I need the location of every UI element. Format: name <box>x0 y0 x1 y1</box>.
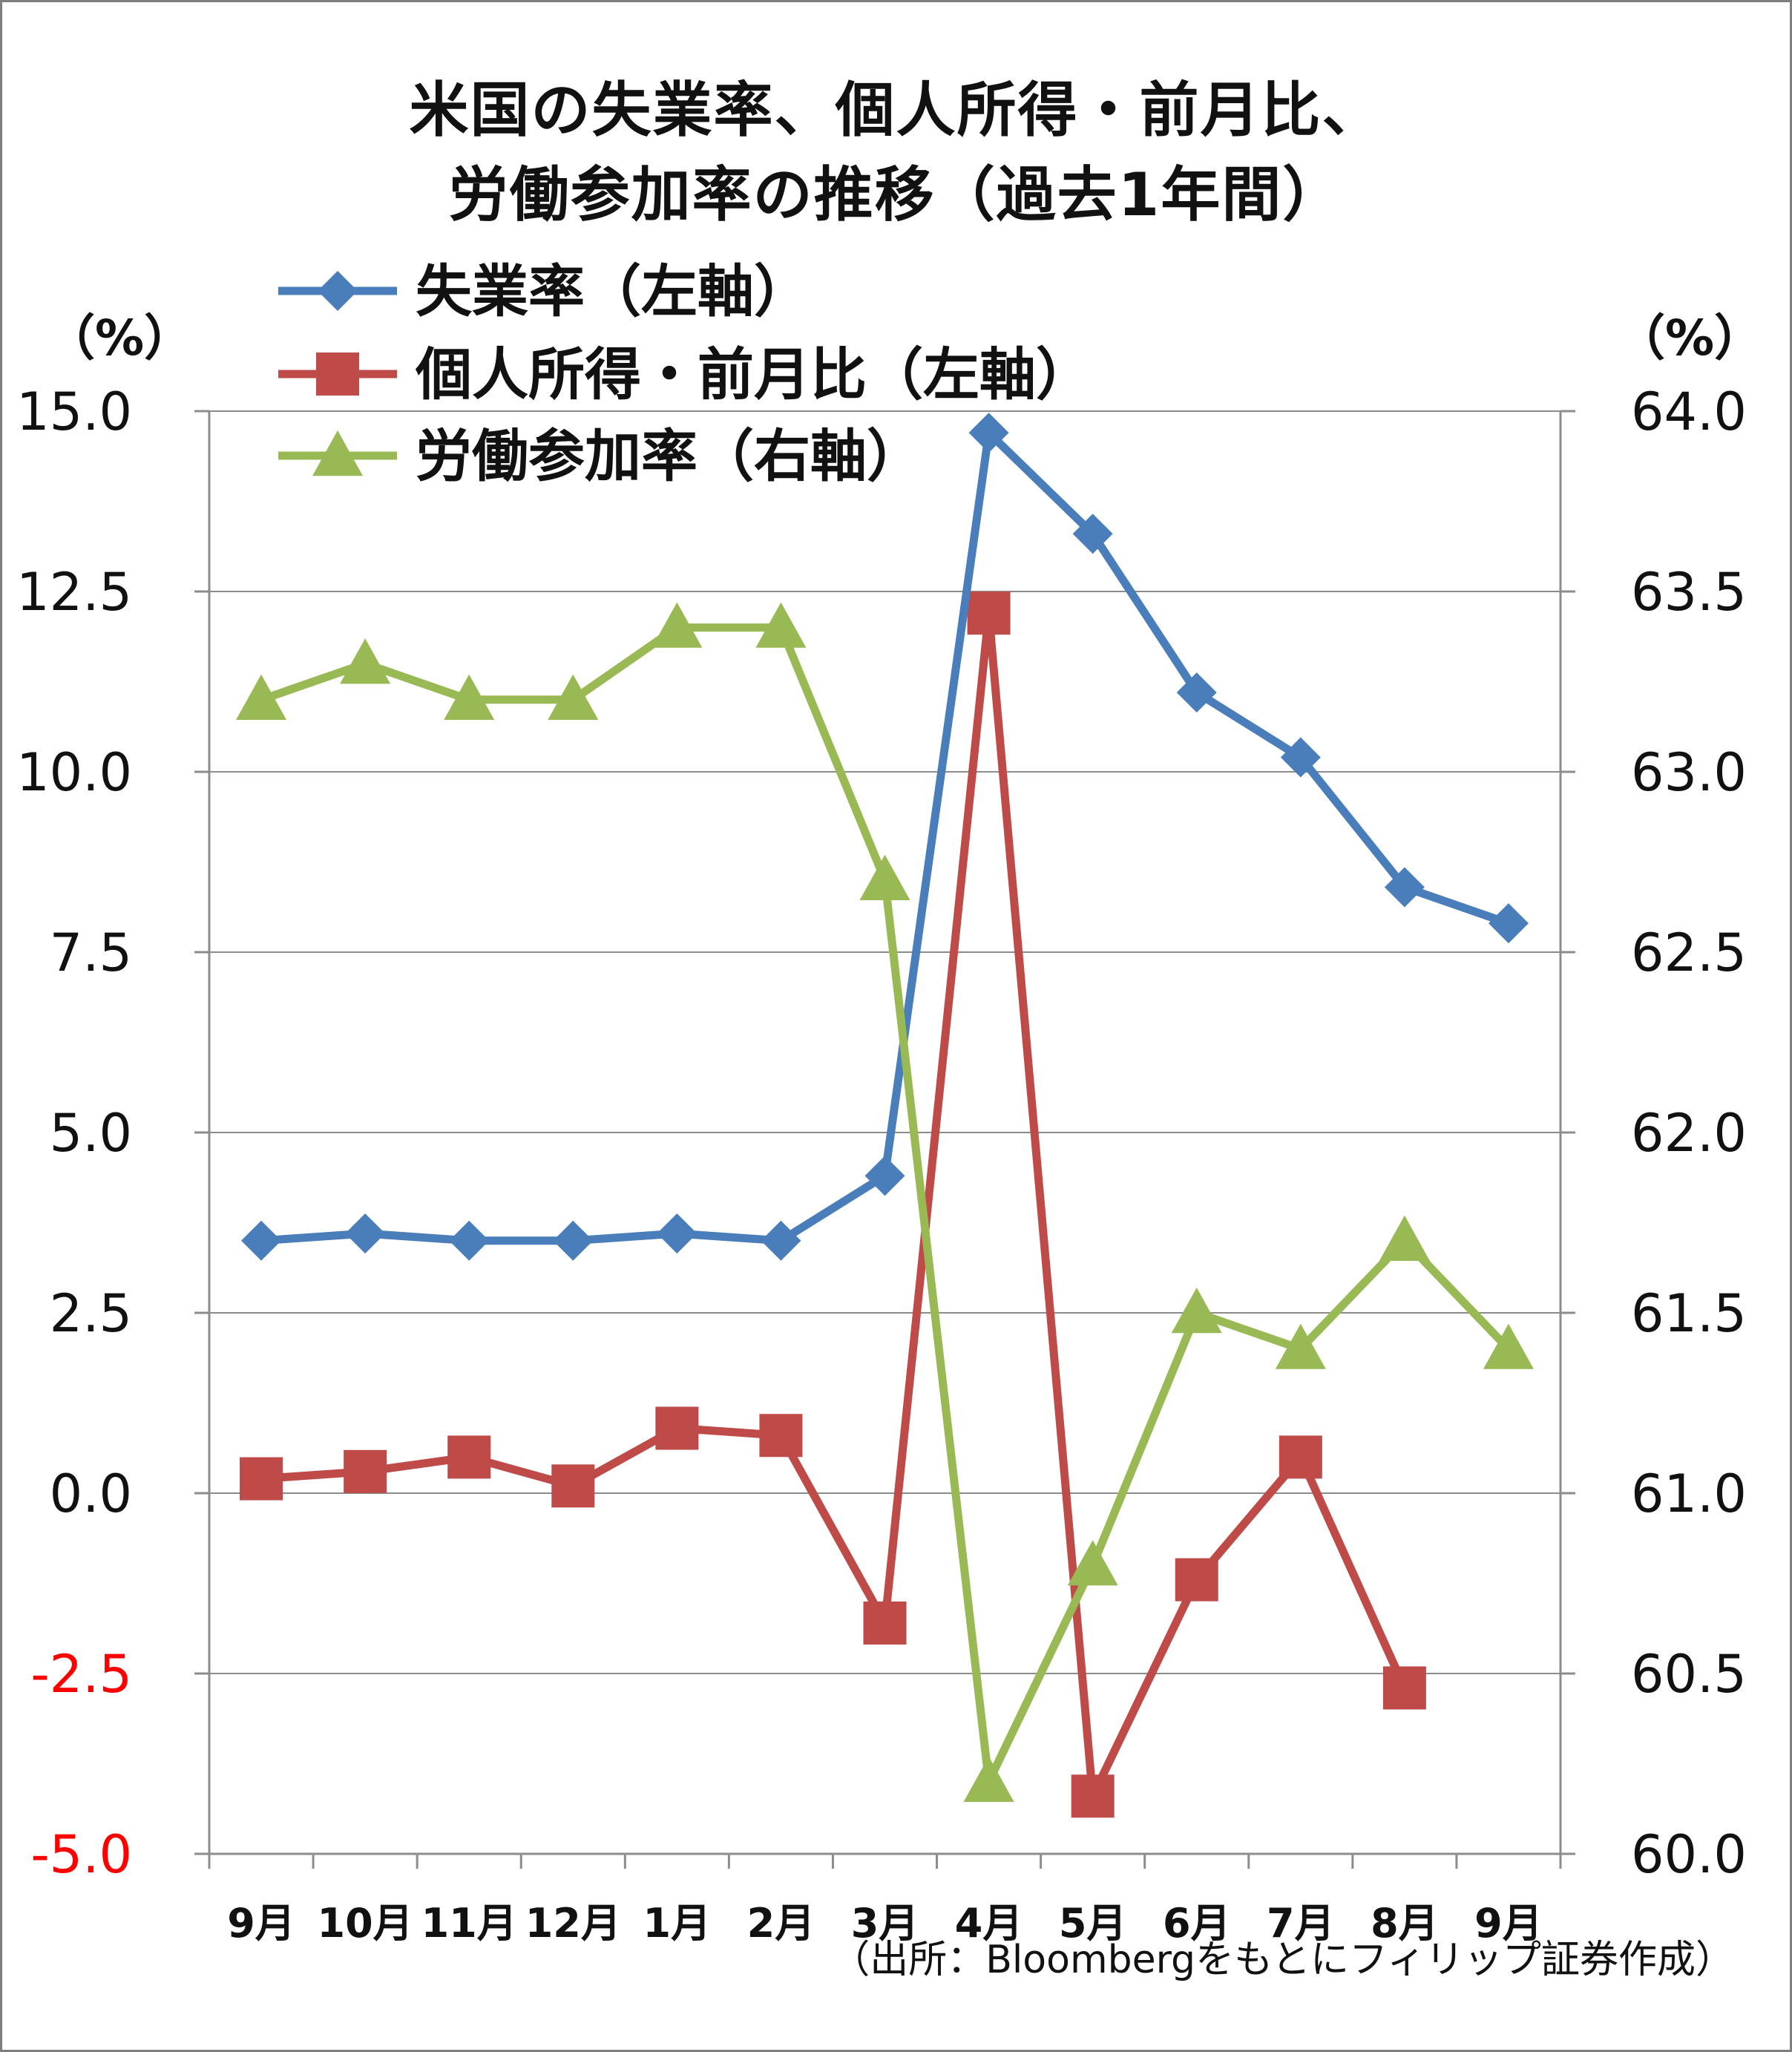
x-tick-label: 2月 <box>747 1900 815 1947</box>
right-tick-label: 61.0 <box>1631 1463 1747 1524</box>
right-tick-label: 61.5 <box>1631 1283 1747 1344</box>
data-point-diamond <box>553 1220 594 1261</box>
x-tick-label: 5月 <box>1059 1900 1127 1947</box>
legend-label: 労働参加率（右軸） <box>416 423 923 489</box>
right-tick-label: 62.0 <box>1631 1103 1747 1164</box>
legend-label: 失業率（左軸） <box>416 258 810 324</box>
data-point-triangle <box>444 674 495 720</box>
right-tick-label: 60.5 <box>1631 1644 1747 1705</box>
data-point-triangle <box>859 854 910 900</box>
left-tick-label: 10.0 <box>16 742 132 803</box>
data-point-diamond <box>449 1220 490 1261</box>
left-tick-label: 2.5 <box>50 1283 132 1344</box>
x-tick-label: 6月 <box>1163 1900 1231 1947</box>
right-axis-unit: （%） <box>1616 309 1764 367</box>
data-point-triangle <box>1171 1288 1222 1334</box>
left-axis-unit: （%） <box>46 309 194 367</box>
x-tick-label: 7月 <box>1267 1900 1335 1947</box>
x-tick-label: 9月 <box>227 1900 295 1947</box>
data-point-triangle <box>548 674 599 720</box>
data-point-square <box>759 1414 803 1458</box>
data-point-square <box>967 591 1011 635</box>
data-point-square <box>655 1406 699 1450</box>
left-tick-label: 15.0 <box>16 381 132 442</box>
left-tick-label: 5.0 <box>50 1103 132 1164</box>
right-tick-label: 62.5 <box>1631 922 1747 983</box>
data-point-diamond <box>864 1156 905 1196</box>
data-point-square <box>240 1457 283 1501</box>
data-point-triangle <box>1067 1540 1118 1586</box>
data-point-triangle <box>652 602 703 648</box>
data-point-diamond <box>1384 867 1425 908</box>
data-point-diamond <box>1488 903 1529 944</box>
data-point-diamond <box>657 1213 698 1254</box>
data-point-triangle <box>1379 1215 1430 1261</box>
left-tick-label: 0.0 <box>50 1463 132 1524</box>
chart-title-line-1: 米国の失業率、個人所得・前月比、 <box>409 76 1383 145</box>
left-tick-label: -5.0 <box>30 1824 132 1885</box>
data-point-square <box>551 1464 595 1508</box>
data-point-triangle <box>1275 1323 1326 1369</box>
data-point-diamond <box>345 1213 386 1254</box>
data-point-triangle <box>755 602 807 648</box>
left-tick-label: -2.5 <box>30 1644 132 1705</box>
left-tick-label: 12.5 <box>16 562 132 623</box>
data-point-triangle <box>340 638 391 684</box>
x-tick-label: 12月 <box>525 1900 621 1947</box>
data-point-triangle <box>1483 1323 1534 1369</box>
x-tick-label: 4月 <box>955 1900 1023 1947</box>
x-tick-label: 8月 <box>1371 1900 1439 1947</box>
right-tick-label: 60.0 <box>1631 1824 1747 1885</box>
data-point-square <box>1382 1666 1426 1710</box>
x-tick-label: 9月 <box>1474 1900 1543 1947</box>
legend-label: 個人所得・前月比（左軸） <box>415 341 1092 407</box>
data-point-diamond <box>1280 737 1321 778</box>
data-point-square <box>1175 1558 1218 1602</box>
series-line-diamond <box>260 428 1510 1245</box>
data-point-square <box>863 1601 907 1645</box>
data-point-square <box>1071 1774 1115 1818</box>
data-point-diamond <box>968 413 1009 453</box>
data-point-diamond <box>761 1220 801 1261</box>
data-point-diamond <box>241 1220 282 1261</box>
data-point-diamond <box>1176 672 1217 713</box>
data-point-triangle <box>236 674 287 720</box>
x-tick-label: 11月 <box>421 1900 517 1947</box>
right-tick-label: 63.5 <box>1631 562 1747 623</box>
right-tick-label: 64.0 <box>1631 381 1747 442</box>
data-point-square <box>447 1435 491 1479</box>
source-note: （出所：Bloombergをもとにフィリップ証券作成） <box>831 1938 1734 1982</box>
legend-marker-square <box>316 353 359 396</box>
data-point-square <box>1279 1435 1322 1479</box>
data-point-square <box>344 1449 387 1493</box>
x-tick-label: 1月 <box>643 1900 712 1947</box>
right-tick-label: 63.0 <box>1631 742 1747 803</box>
data-point-triangle <box>963 1756 1014 1802</box>
left-tick-label: 7.5 <box>50 922 132 983</box>
data-point-diamond <box>1072 514 1113 554</box>
x-tick-label: 10月 <box>318 1900 413 1947</box>
legend-marker-diamond <box>318 271 358 311</box>
chart-title-line-2: 労働参加率の推移（過去1年間） <box>448 160 1344 229</box>
x-tick-label: 3月 <box>851 1900 919 1947</box>
legend-marker-triangle <box>312 430 363 476</box>
